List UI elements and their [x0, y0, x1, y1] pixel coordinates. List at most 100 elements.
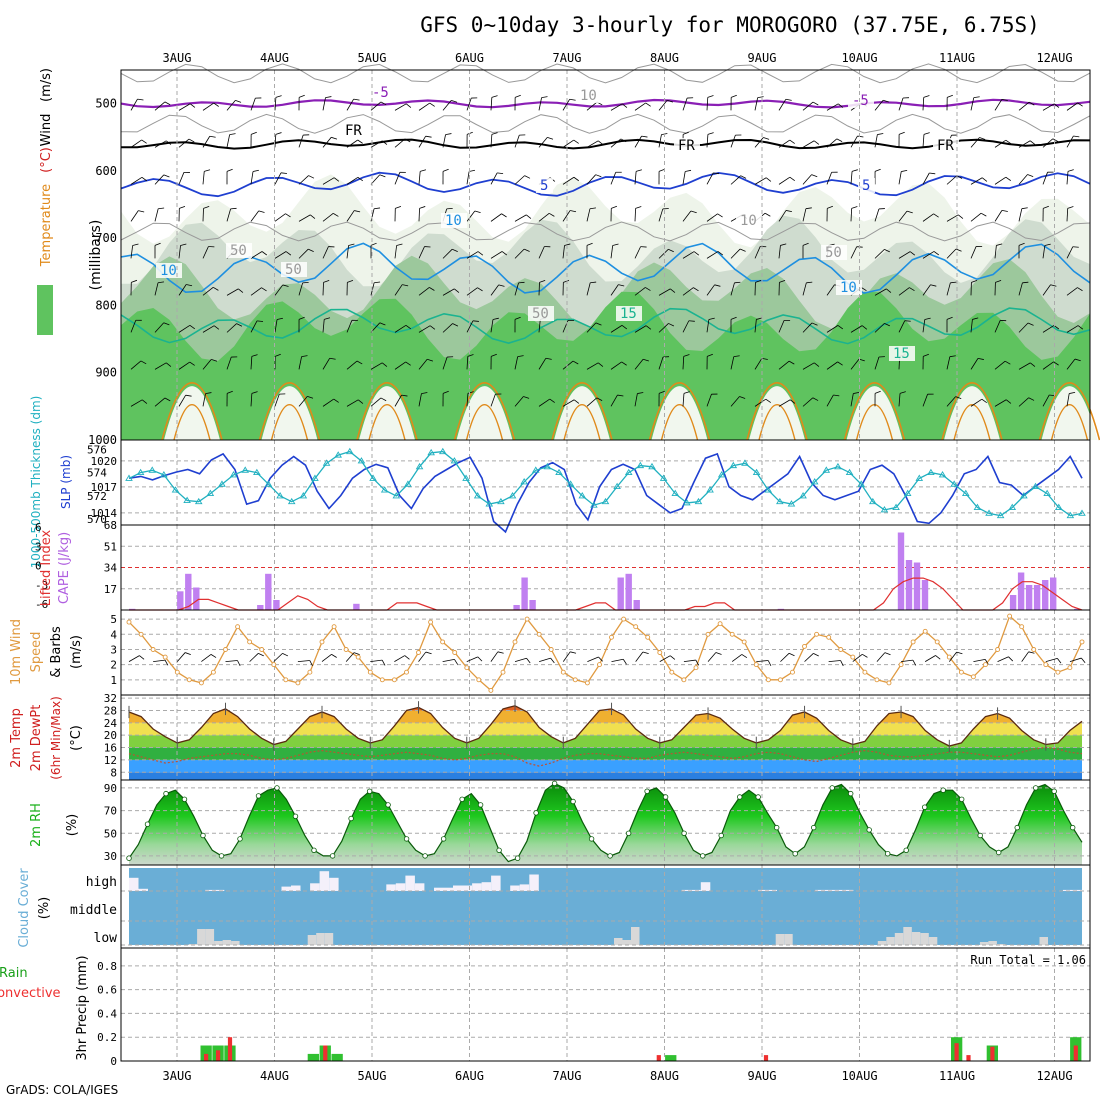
wind-barb: [466, 287, 478, 296]
thickness-point: [299, 492, 308, 499]
wind-barb-flag: [906, 210, 913, 214]
cape-bar: [905, 560, 913, 610]
wind-barb-flag: [763, 137, 770, 140]
thickness-point: [531, 466, 540, 473]
wind-barb-flag: [141, 399, 148, 404]
wind-speed-point: [958, 669, 964, 675]
wind-barb-flag: [550, 657, 555, 664]
wind-barb: [658, 248, 669, 259]
wind-barb: [586, 140, 599, 148]
wind-barb: [946, 396, 956, 407]
wind-speed-point: [174, 669, 180, 675]
convective-precip-bar: [204, 1053, 209, 1061]
wind-speed-point: [452, 650, 458, 655]
wind-barb-flag: [693, 287, 699, 292]
wind-barb-flag: [405, 324, 412, 330]
wind-barb: [562, 360, 574, 370]
rh-tick-label: 30: [104, 850, 117, 863]
wind-barb-flag: [301, 355, 308, 358]
wind-barb: [274, 213, 286, 222]
wind-speed-point: [862, 669, 868, 675]
wind-tick-label: 4: [110, 628, 117, 641]
wind-barb-flag: [179, 205, 186, 209]
convective-precip-bar: [216, 1050, 221, 1061]
wind-axis-label-2: Speed: [29, 632, 44, 673]
low-cloud-bar: [197, 929, 206, 945]
contour-label-bg: [281, 262, 307, 277]
thickness-tick-label: 572: [87, 490, 107, 503]
wind-barb-flag: [909, 287, 915, 292]
temp-axis-label-2: 2m DewPt: [29, 705, 44, 772]
wind-barb: [1069, 657, 1082, 662]
wind-barb-flag: [374, 207, 381, 210]
wind-barb: [948, 651, 957, 662]
wind-barb: [730, 396, 740, 407]
rh-point: [570, 798, 576, 805]
wind-barb-flag: [713, 172, 720, 175]
wind-barb: [250, 287, 262, 296]
wind-barb: [922, 134, 925, 148]
wind-barb-flag: [811, 174, 818, 178]
cloud-background: [129, 868, 1082, 945]
cape-bar: [273, 600, 280, 610]
wind-speed-point: [186, 677, 192, 683]
wind-barb: [298, 282, 304, 296]
wind-barb: [322, 319, 325, 333]
wind-barb-flag: [420, 169, 427, 172]
wind-speed-point: [681, 677, 687, 683]
wind-barb: [611, 658, 624, 662]
wind-barb-flag: [901, 169, 908, 172]
wind-barb: [970, 177, 983, 185]
wind-barb: [178, 284, 187, 296]
thickness-point: [276, 492, 284, 499]
wind-barb: [394, 655, 405, 662]
thickness-line: [128, 450, 1083, 517]
wind-barb: [826, 361, 838, 370]
wind-barb-flag: [851, 169, 858, 172]
wind-barb: [538, 137, 548, 148]
wind-barb-flag: [467, 354, 474, 357]
wind-barb-flag: [324, 317, 331, 320]
wind-barb-flag: [1005, 399, 1012, 404]
wind-speed-point: [331, 624, 337, 630]
wind-barb-flag: [356, 360, 363, 365]
contour-label: 10: [160, 263, 177, 279]
rh-point: [848, 790, 854, 797]
wind-barb: [370, 397, 382, 407]
wind-barb: [1066, 171, 1069, 185]
wind-barb-flag: [1073, 135, 1080, 138]
wind-barb-flag: [1052, 138, 1059, 142]
wind-speed-point: [633, 624, 639, 630]
date-label-top: 8AUG: [650, 51, 679, 65]
wind-barb: [634, 287, 646, 296]
cape-panel: [121, 525, 1090, 611]
wind-barb: [274, 97, 277, 111]
wind-barb-flag: [380, 397, 387, 402]
high-cloud-bar: [329, 877, 339, 891]
wind-barb-flag: [404, 655, 410, 660]
wind-barb: [754, 246, 761, 259]
wind-barb: [874, 356, 880, 370]
wind-barb: [826, 325, 839, 333]
wind-barb-flag: [789, 139, 795, 144]
wind-barb: [850, 135, 858, 148]
low-cloud-bar: [222, 940, 232, 945]
wind-barb: [539, 657, 551, 662]
rh-point: [385, 802, 391, 808]
wind-barb: [610, 103, 623, 111]
wind-barb: [634, 325, 647, 333]
rh-legend-swatch: [37, 285, 53, 335]
footer-credit: GrADS: COLA/IGES: [6, 1083, 118, 1097]
wind-barb-flag: [923, 132, 930, 135]
precip-tick-label: 0.4: [97, 1007, 117, 1020]
wind-barb: [610, 138, 622, 148]
wind-barb: [634, 135, 642, 148]
low-cloud-bar: [1039, 937, 1048, 945]
wind-barb-flag: [573, 176, 579, 182]
wind-barb: [370, 362, 383, 370]
wind-barb-flag: [429, 102, 435, 107]
contour-label-bg: [616, 306, 642, 321]
wind-barb-flag: [164, 101, 171, 106]
wind-barb: [946, 175, 958, 185]
cape-bar: [1009, 595, 1017, 610]
